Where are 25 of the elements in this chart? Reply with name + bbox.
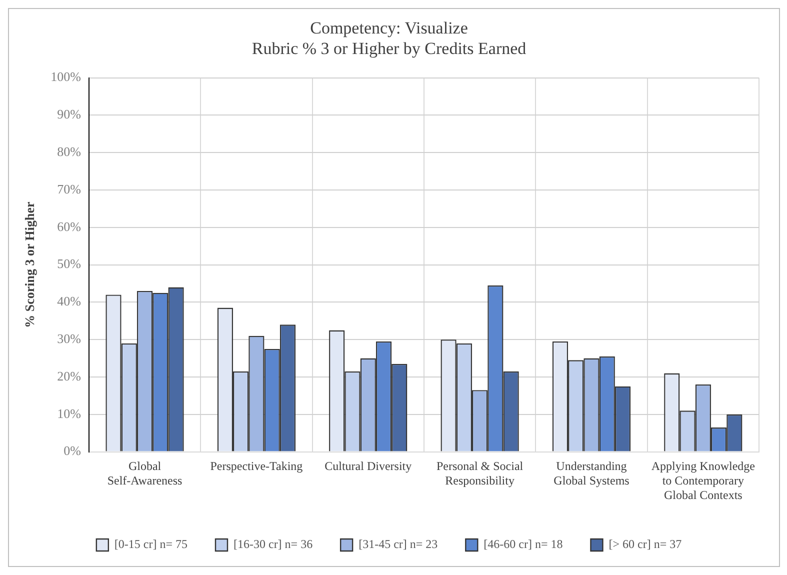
y-tick-label: 10% [57,406,82,421]
legend-label: [0-15 cr] n= 75 [114,537,188,552]
y-axis-title: % Scoring 3 or Higher [22,202,38,328]
chart-subtitle: Rubric % 3 or Higher by Credits Earned [252,39,527,58]
x-tick-label: Personal & Social Responsibility [436,459,524,488]
legend-label: [> 60 cr] n= 37 [608,537,682,552]
x-tick-label: Applying Knowledge to Contemporary Global Contexts [651,459,755,502]
x-tick-label: Understanding Global Systems [554,459,630,488]
y-tick-label: 40% [57,294,82,309]
legend-label: [46-60 cr] n= 18 [484,537,563,552]
y-tick-label: 30% [57,331,82,346]
y-tick-label: 70% [57,181,82,196]
x-tick-label: Cultural Diversity [324,459,412,474]
x-tick-label: Perspective-Taking [210,459,303,474]
y-tick-label: 100% [50,69,82,84]
y-tick-label: 20% [57,368,82,384]
x-tick-label: Global Self-Awareness [107,459,183,488]
y-tick-label: 80% [57,144,82,160]
y-tick-label: 90% [57,106,82,122]
y-tick-label: 60% [57,218,82,234]
legend-label: [16-30 cr] n= 36 [233,537,313,552]
y-tick-label: 50% [57,256,82,272]
chart-title: Competency: Visualize [310,18,468,38]
legend-label: [31-45 cr] n= 23 [358,537,438,552]
y-tick-label: 0% [64,443,82,458]
